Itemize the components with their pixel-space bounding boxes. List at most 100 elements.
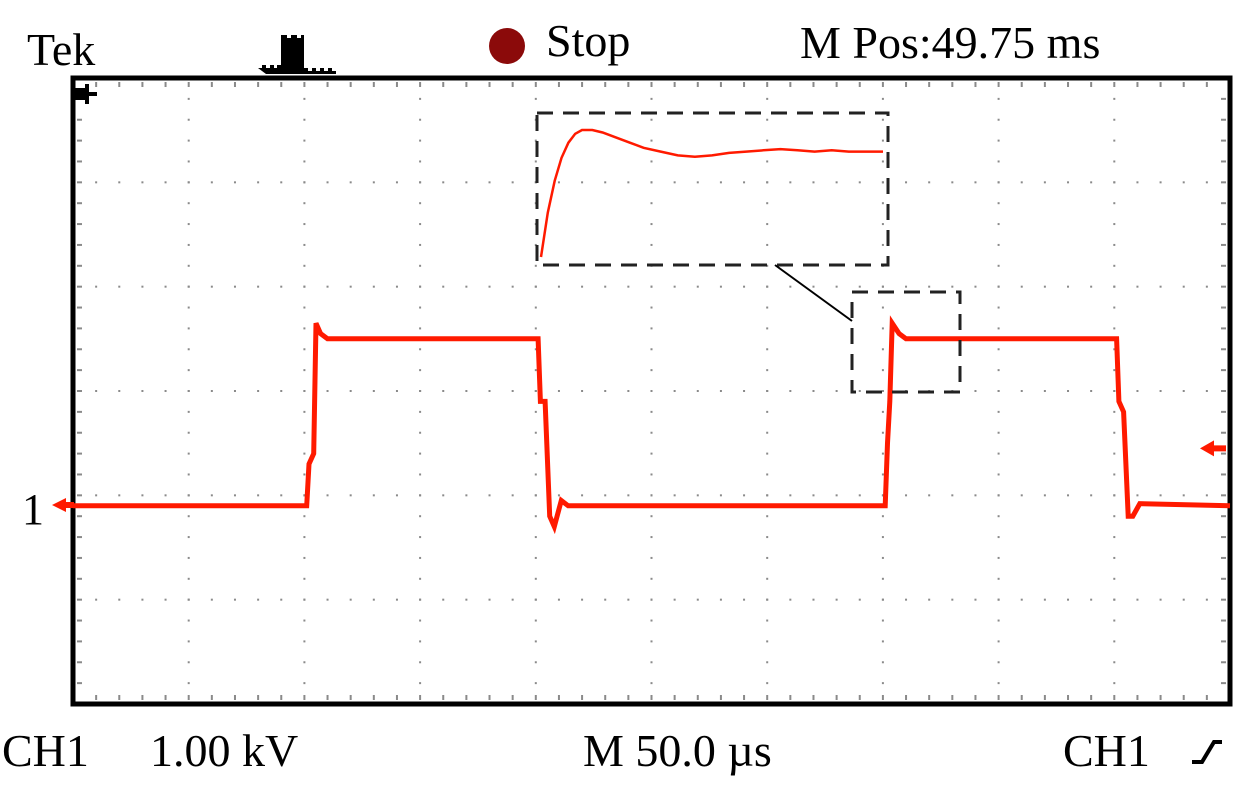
- grid-dot: [164, 598, 167, 601]
- grid-dot: [534, 640, 537, 643]
- frame-tick: [789, 695, 792, 700]
- grid-dot: [650, 515, 653, 518]
- grid-dot: [210, 181, 213, 184]
- frame-tick: [77, 682, 82, 685]
- grid-dot: [395, 598, 398, 601]
- grid-dot: [303, 640, 306, 643]
- grid-dot: [187, 494, 190, 497]
- grid-dot: [349, 494, 352, 497]
- grid-dot: [1020, 285, 1023, 288]
- frame-tick: [77, 285, 82, 288]
- grid-dot: [303, 97, 306, 100]
- grid-dot: [118, 390, 121, 392]
- grid-dot: [997, 598, 1000, 601]
- frame-tick: [77, 431, 82, 434]
- grid-dot: [881, 661, 884, 664]
- grid-dot: [789, 598, 792, 601]
- grid-dot: [187, 369, 190, 372]
- frame-tick: [743, 82, 746, 87]
- grid-dot: [766, 390, 769, 392]
- grid-dot: [303, 452, 306, 455]
- frame-tick: [1221, 390, 1226, 392]
- grid-dot: [997, 202, 1000, 205]
- grid-dot: [997, 97, 1000, 100]
- grid-dot: [442, 181, 445, 184]
- frame-tick: [465, 82, 468, 87]
- grid-dot: [557, 598, 560, 601]
- grid-dot: [650, 431, 653, 434]
- frame-tick: [372, 695, 375, 700]
- grid-dot: [974, 494, 977, 497]
- grid-dot: [534, 285, 537, 288]
- grid-dot: [650, 118, 653, 121]
- frame-tick: [743, 695, 746, 700]
- trigger-position-marker-icon[interactable]: [75, 84, 97, 104]
- grid-dot: [1113, 452, 1116, 455]
- frame-tick: [1221, 327, 1226, 330]
- frame-tick: [442, 695, 445, 700]
- grid-dot: [233, 181, 236, 184]
- frame-tick: [1221, 369, 1226, 372]
- frame-tick: [1221, 181, 1226, 184]
- grid-dot: [210, 285, 213, 288]
- frame-tick: [1136, 82, 1139, 87]
- grid-dot: [419, 348, 422, 351]
- grid-dot: [326, 181, 329, 184]
- grid-dot: [1136, 181, 1139, 184]
- grid-dot: [673, 181, 676, 184]
- grid-dot: [187, 452, 190, 455]
- grid-dot: [835, 598, 838, 601]
- grid-dot: [696, 494, 699, 497]
- frame-tick: [1136, 695, 1139, 700]
- grid-dot: [1113, 473, 1116, 476]
- frame-tick: [372, 82, 375, 87]
- grid-dot: [1205, 598, 1208, 601]
- grid-dot: [766, 536, 769, 539]
- grid-dot: [627, 285, 630, 288]
- grid-dot: [557, 181, 560, 184]
- grid-dot: [488, 598, 491, 601]
- trigger-level-marker-icon[interactable]: [1200, 440, 1226, 457]
- grid-dot: [187, 640, 190, 643]
- frame-tick: [1221, 431, 1226, 434]
- grid-dot: [650, 139, 653, 142]
- grid-dot: [997, 139, 1000, 142]
- grid-dot: [511, 390, 514, 392]
- frame-tick: [1113, 695, 1116, 700]
- grid-dot: [928, 598, 931, 601]
- grid-dot: [395, 390, 398, 392]
- grid-dot: [766, 118, 769, 121]
- grid-dot: [1113, 390, 1116, 392]
- rising-edge-icon: [1192, 740, 1222, 764]
- grid-dot: [303, 369, 306, 372]
- grid-dot: [719, 285, 722, 288]
- grid-dot: [881, 577, 884, 580]
- frame-tick: [974, 82, 977, 87]
- grid-dot: [881, 410, 884, 413]
- grid-dot: [95, 181, 98, 184]
- grid-dot: [303, 243, 306, 246]
- grid-dot: [1205, 181, 1208, 184]
- channel-1-ground-marker-icon[interactable]: [52, 498, 74, 512]
- frame-tick: [77, 536, 82, 539]
- grid-dot: [858, 598, 861, 601]
- grid-dot: [303, 661, 306, 664]
- grid-dot: [419, 243, 422, 246]
- grid-dot: [881, 431, 884, 434]
- grid-dot: [141, 598, 144, 601]
- grid-dot: [881, 369, 884, 372]
- grid-dot: [650, 285, 653, 288]
- grid-dot: [465, 494, 468, 497]
- grid-dot: [766, 243, 769, 246]
- grid-dot: [303, 577, 306, 580]
- frame-tick: [766, 695, 769, 700]
- frame-tick: [719, 82, 722, 87]
- grid-dot: [881, 181, 884, 184]
- grid-dot: [187, 682, 190, 685]
- grid-dot: [650, 410, 653, 413]
- frame-tick: [511, 82, 514, 87]
- grid-dot: [303, 306, 306, 309]
- frame-tick: [77, 264, 82, 267]
- grid-dot: [534, 431, 537, 434]
